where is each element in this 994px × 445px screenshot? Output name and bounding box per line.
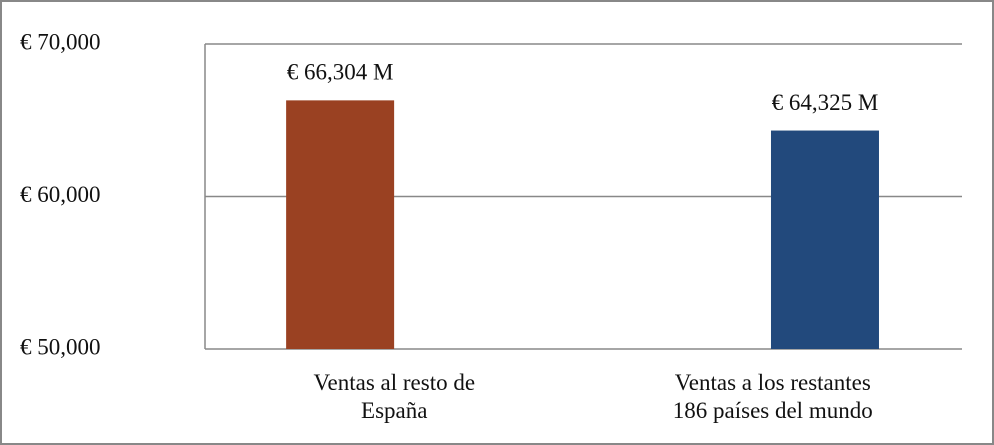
bar [770,130,879,349]
y-tick-label: € 60,000 [20,182,101,207]
y-tick-label: € 70,000 [20,29,101,54]
y-tick-label: € 50,000 [20,334,101,359]
x-tick-label: Ventas al resto de España [313,370,476,423]
value-label: € 64,325 M [772,90,879,115]
bar [286,100,395,349]
value-label: € 66,304 M [287,60,394,85]
x-tick-label: Ventas a los restantes 186 países del mu… [672,370,873,423]
